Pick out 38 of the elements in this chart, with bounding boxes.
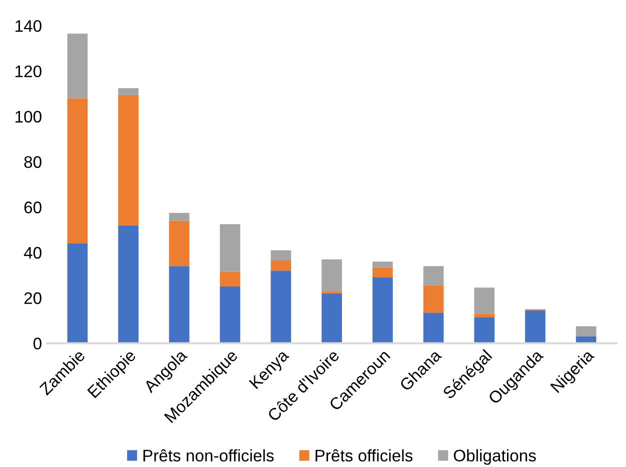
bar <box>220 286 240 344</box>
y-tick-label: 20 <box>24 292 42 304</box>
legend-label: Prêts officiels <box>316 449 412 462</box>
legend-label: Obligations <box>454 449 536 465</box>
bar <box>270 250 292 260</box>
bar <box>270 270 292 344</box>
bar <box>67 34 88 98</box>
legend-label: Prêts non-officiels <box>143 449 274 462</box>
bar <box>67 243 88 344</box>
y-tick-label: 100 <box>16 110 42 123</box>
bar <box>576 326 596 336</box>
y-tick-label: 140 <box>16 20 42 32</box>
bar <box>67 98 88 244</box>
bar <box>474 288 495 314</box>
bar <box>220 272 240 287</box>
y-tick-label: 120 <box>16 65 42 78</box>
y-tick-label: 80 <box>24 156 42 168</box>
bar <box>372 262 393 268</box>
bar <box>372 277 393 344</box>
bar <box>474 317 495 344</box>
bar <box>322 259 342 292</box>
bar <box>169 212 190 221</box>
y-tick-label: 40 <box>24 246 42 259</box>
bar <box>118 225 138 344</box>
bar <box>118 94 138 226</box>
bar <box>220 224 240 272</box>
bar <box>525 310 546 344</box>
bar <box>169 220 190 266</box>
bar <box>423 266 444 286</box>
bar <box>423 285 444 313</box>
y-tick-label: 0 <box>33 338 42 350</box>
bar <box>372 267 393 278</box>
bar <box>423 312 444 344</box>
bar <box>270 260 292 271</box>
y-tick-label: 60 <box>24 202 42 214</box>
bar <box>118 88 138 95</box>
bar <box>169 266 190 344</box>
bar <box>322 293 342 344</box>
